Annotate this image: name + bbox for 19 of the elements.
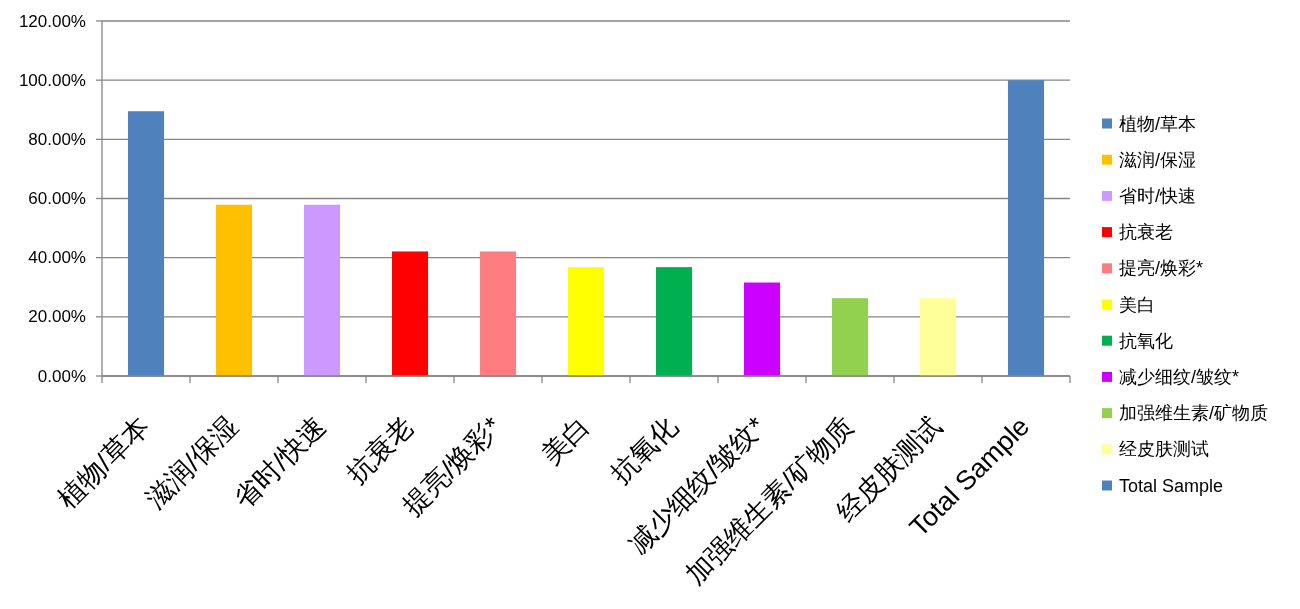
- legend-label: 经皮肤测试: [1119, 439, 1209, 460]
- y-tick-label: 0.00%: [37, 366, 86, 386]
- legend-label: 植物/草本: [1119, 113, 1196, 134]
- legend-label: 滋润/保湿: [1119, 149, 1196, 170]
- y-tick-label: 60.00%: [28, 189, 86, 208]
- legend-label: 美白: [1119, 294, 1155, 315]
- y-tick-label: 100.00%: [18, 70, 86, 90]
- y-tick-label: 20.00%: [28, 307, 86, 327]
- x-tick-label: 美白: [535, 411, 596, 471]
- legend-label: 加强维生素/矿物质: [1119, 403, 1268, 424]
- legend-label: 抗衰老: [1119, 222, 1173, 243]
- legend-label: Total Sample: [1119, 475, 1224, 496]
- legend-label: 省时/快速: [1119, 185, 1196, 206]
- legend-label: 提亮/焕彩*: [1119, 258, 1203, 279]
- y-tick-label: 120.00%: [18, 11, 86, 31]
- y-tick-label: 80.00%: [28, 129, 86, 149]
- legend-label: 减少细纹/皱纹*: [1119, 366, 1239, 387]
- y-tick-label: 40.00%: [28, 248, 86, 268]
- legend-label: 抗氧化: [1119, 330, 1173, 351]
